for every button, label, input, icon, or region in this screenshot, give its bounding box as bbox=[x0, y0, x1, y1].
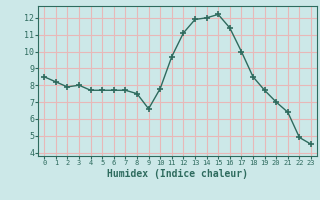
X-axis label: Humidex (Indice chaleur): Humidex (Indice chaleur) bbox=[107, 169, 248, 179]
